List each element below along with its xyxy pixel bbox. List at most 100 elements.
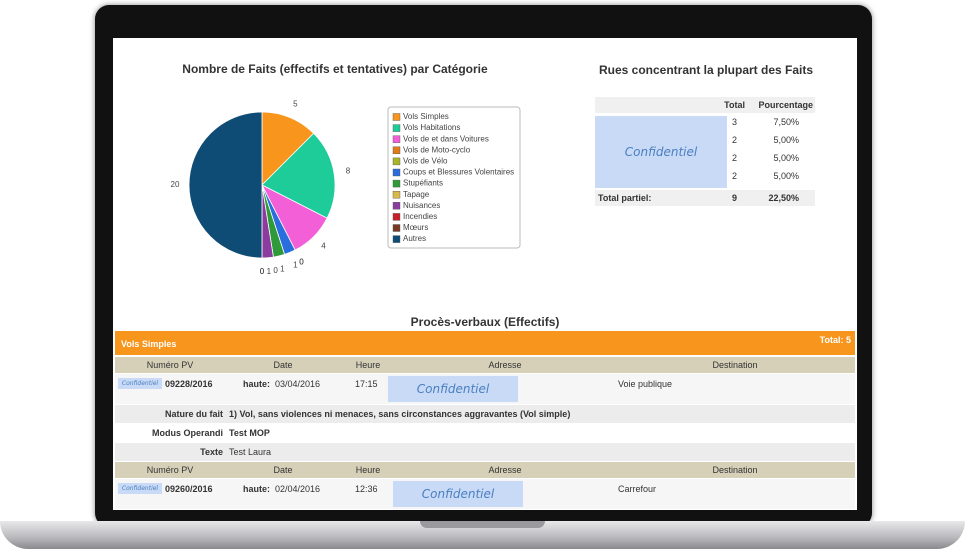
column-header: Numéro PV [146,360,194,370]
footer-row [595,190,815,206]
footer-percent: 22,50% [768,193,799,203]
row-percent: 7,50% [773,117,799,127]
legend-label: Vols de et dans Voitures [403,134,489,143]
pv-number: 09228/2016 [165,379,213,389]
column-header: Numéro PV [146,465,194,475]
slice-label: 0 [260,267,265,276]
row-total: 2 [731,153,737,163]
row-percent: 5,00% [773,153,799,163]
confidential-cell: Confidentiel [595,116,727,188]
detail-label: Texte [200,447,223,457]
destination: Voie publique [618,379,673,389]
legend-swatch [392,168,401,177]
legend-label: Vols de Vélo [403,157,448,166]
column-header: Date [273,465,293,475]
detail-label: Nature du fait [164,409,223,419]
pie-slice [261,132,336,219]
column-header: Adresse [488,465,522,475]
row-percent: 5,00% [773,171,799,181]
slice-label: 4 [321,242,326,251]
legend-swatch [392,157,401,166]
address: Confidentiel [393,481,523,507]
table-header-row [595,97,815,113]
date: 03/04/2016 [275,379,321,389]
pv-tag: Confidentiel [118,378,162,389]
slice-label: 5 [293,100,298,109]
legend-label: Vols Habitations [403,123,460,132]
legend-label: Autres [403,234,426,243]
pv-tag: Confidentiel [118,483,162,494]
records-title: Procès-verbaux (Effectifs) [410,315,560,329]
time: 12:36 [355,484,378,494]
records: Vols Simples Total: 5 Numéro PV Date Heure Ad… [115,331,855,510]
date: 02/04/2016 [275,484,321,494]
screen: Nombre de Faits (effectifs et tentatives… [113,38,857,510]
footer-label: Total partiel: [598,193,652,203]
detail-row [115,443,855,461]
slice-label: 0 [299,258,304,267]
column-header: Pourcentage [758,100,813,110]
row-total: 2 [731,171,737,181]
laptop-notch [420,521,545,528]
destination: Carrefour [618,484,657,494]
legend-label: Coups et Blessures Volentaires [403,168,514,177]
legend-swatch [392,190,401,199]
column-header: Total [724,100,745,110]
pie-slice [188,111,263,259]
slice-label: 1 [293,260,298,269]
column-header: Date [273,360,293,370]
table-title: Rues concentrant la plupart des Faits [598,63,814,77]
column-header: Adresse [488,360,522,370]
detail-label: Modus Operandi [151,428,223,438]
legend-box [387,106,521,249]
detail-row [115,424,855,442]
column-header: Heure [355,465,381,475]
streets-table: Total Pourcentage Confidentiel 3 7,50% 2 5,00%… [595,97,815,207]
legend-swatch [392,213,401,221]
detail-value: Test MOP [229,428,270,438]
detail-value: Test Laura [229,447,272,457]
row-total: 2 [731,135,737,145]
detail-value: 1) Vol, sans violences ni menaces, sans … [229,409,571,419]
legend-label: Vols de Moto-cyclo [403,145,471,154]
time: 17:15 [355,379,378,389]
legend-swatch [392,135,401,143]
legend-label: Stupéfiants [403,179,443,188]
pv-number: 09260/2016 [165,484,213,494]
row-total: 3 [731,117,737,127]
legend-label: Vols Simples [403,112,449,121]
legend-swatch [392,179,401,188]
column-header: Destination [712,465,758,475]
slice-label: 0 [299,258,304,267]
legend-swatch [392,124,401,132]
legend-swatch [392,146,401,155]
column-header-row [115,357,855,373]
address: Confidentiel [388,376,518,402]
date-label: haute: [243,484,270,494]
date-label: haute: [243,379,270,389]
legend-swatch [392,235,401,243]
group-total: Total: 5 [819,335,851,345]
slice-label: 1 [267,267,272,276]
legend-swatch [392,113,401,121]
slice-label: 0 [273,266,278,275]
column-header-row [115,462,855,478]
chart-title: Nombre de Faits (effectifs et tentatives… [182,62,488,76]
column-header: Heure [355,360,381,370]
slice-label: 20 [171,180,180,189]
legend-label: Incendies [403,212,437,221]
pie-slice [261,111,315,186]
slice-label: 1 [280,265,285,274]
legend-label: Mœurs [403,223,428,232]
legend-label: Tapage [403,190,430,199]
footer-total: 9 [731,193,737,203]
group-name: Vols Simples [121,339,177,349]
slice-label: 0 [260,267,265,276]
legend-swatch [392,224,401,232]
legend-swatch [392,202,401,210]
row-percent: 5,00% [773,135,799,145]
legend-label: Nuisances [403,201,440,210]
slice-label: 8 [346,166,351,175]
